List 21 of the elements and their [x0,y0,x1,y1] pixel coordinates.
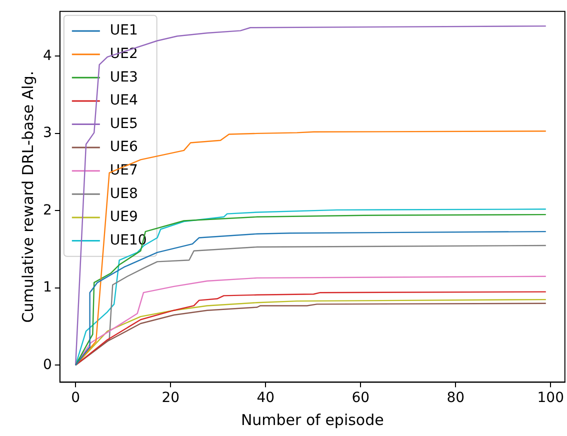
legend-label: UE6 [110,139,138,156]
x-tick-label: 40 [256,390,275,406]
legend-label: UE1 [110,22,138,39]
x-tick-label: 80 [446,390,465,406]
y-axis-title: Cumulative reward DRL-base Alg. [18,70,37,323]
legend-label: UE7 [110,162,138,178]
legend-label: UE3 [110,69,138,86]
legend-label: UE9 [110,209,138,226]
legend-label: UE5 [110,116,138,132]
x-axis-title: Number of episode [240,410,384,429]
x-tick-label: 100 [537,390,564,406]
x-tick-label: 0 [71,390,80,406]
y-tick-label: 1 [42,280,52,296]
y-tick-label: 2 [42,202,52,218]
y-tick-label: 0 [42,356,52,373]
y-tick-label: 3 [42,125,52,142]
legend-label: UE4 [110,92,138,109]
legend-label: UE8 [110,186,138,202]
y-tick-label: 4 [42,48,52,64]
x-tick-label: 60 [352,390,370,406]
x-tick-label: 20 [162,390,180,406]
